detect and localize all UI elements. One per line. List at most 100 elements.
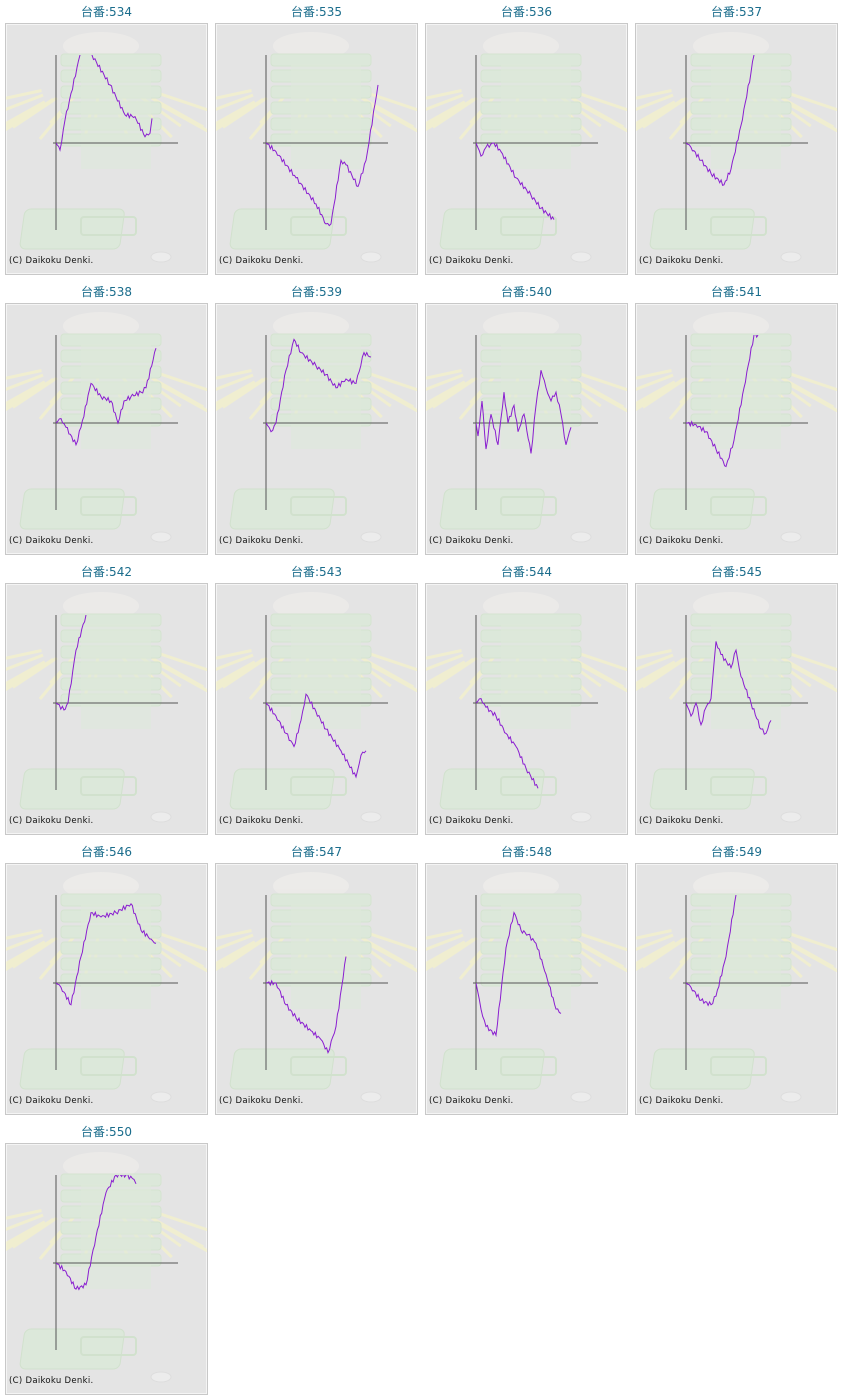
chart-title: 台番:535 — [291, 5, 342, 19]
chart-panel: 台番:547 (C) Daikoku Denki. — [215, 840, 418, 1115]
background-illustration — [636, 592, 837, 823]
background-illustration — [426, 592, 627, 823]
chart-panel: 台番:543 (C) Daikoku Denki. — [215, 560, 418, 835]
copyright-text: (C) Daikoku Denki. — [429, 1096, 514, 1106]
chart-card: (C) Daikoku Denki. — [425, 863, 628, 1115]
chart-title: 台番:544 — [501, 565, 552, 579]
chart-panel: 台番:544 (C) Daikoku Denki. — [425, 560, 628, 835]
chart-panel: 台番:539 (C) Daikoku Denki. — [215, 280, 418, 555]
series-line — [266, 956, 347, 1054]
background-illustration — [426, 32, 627, 263]
chart-card: (C) Daikoku Denki. — [635, 863, 838, 1115]
chart-card: (C) Daikoku Denki. — [5, 23, 208, 275]
chart-panel: 台番:534 (C) Daikoku Denki. — [5, 0, 208, 275]
chart-panel: 台番:541 (C) Daikoku Denki. — [635, 280, 838, 555]
chart-plot — [6, 592, 207, 823]
chart-plot — [636, 592, 837, 823]
copyright-text: (C) Daikoku Denki. — [219, 536, 304, 546]
chart-panel: 台番:537 (C) Daikoku Denki. — [635, 0, 838, 275]
series-line — [266, 84, 379, 227]
chart-card: (C) Daikoku Denki. — [635, 583, 838, 835]
chart-title: 台番:546 — [81, 845, 132, 859]
series-line — [56, 1175, 137, 1291]
chart-title: 台番:550 — [81, 1125, 132, 1139]
chart-card: (C) Daikoku Denki. — [5, 1143, 208, 1395]
chart-plot — [636, 872, 837, 1103]
chart-panel: 台番:540 (C) Daikoku Denki. — [425, 280, 628, 555]
chart-title: 台番:534 — [81, 5, 132, 19]
chart-plot — [426, 312, 627, 543]
copyright-text: (C) Daikoku Denki. — [9, 256, 94, 266]
chart-plot — [6, 1152, 207, 1383]
copyright-text: (C) Daikoku Denki. — [219, 1096, 304, 1106]
background-illustration — [636, 32, 837, 263]
series-line — [56, 615, 87, 711]
chart-title: 台番:538 — [81, 285, 132, 299]
chart-title: 台番:545 — [711, 565, 762, 579]
chart-plot — [636, 312, 837, 543]
copyright-text: (C) Daikoku Denki. — [429, 536, 514, 546]
chart-panel: 台番:535 (C) Daikoku Denki. — [215, 0, 418, 275]
chart-title: 台番:547 — [291, 845, 342, 859]
chart-plot — [216, 872, 417, 1103]
chart-plot — [216, 592, 417, 823]
chart-card: (C) Daikoku Denki. — [215, 863, 418, 1115]
chart-card: (C) Daikoku Denki. — [215, 583, 418, 835]
copyright-text: (C) Daikoku Denki. — [9, 816, 94, 826]
chart-plot — [6, 32, 207, 263]
chart-plot — [216, 312, 417, 543]
copyright-text: (C) Daikoku Denki. — [9, 1376, 94, 1386]
chart-panel: 台番:546 (C) Daikoku Denki. — [5, 840, 208, 1115]
series-line — [56, 348, 157, 447]
background-illustration — [216, 32, 417, 263]
background-illustration — [636, 872, 837, 1103]
series-line — [56, 902, 157, 1006]
chart-panel: 台番:538 (C) Daikoku Denki. — [5, 280, 208, 555]
chart-plot — [216, 32, 417, 263]
series-line — [266, 338, 372, 433]
copyright-text: (C) Daikoku Denki. — [9, 536, 94, 546]
chart-panel: 台番:542 (C) Daikoku Denki. — [5, 560, 208, 835]
chart-title: 台番:541 — [711, 285, 762, 299]
series-line — [476, 911, 562, 1038]
chart-plot — [426, 872, 627, 1103]
chart-plot — [6, 312, 207, 543]
background-illustration — [636, 312, 837, 543]
chart-plot — [426, 32, 627, 263]
chart-panel: 台番:536 (C) Daikoku Denki. — [425, 0, 628, 275]
background-illustration — [216, 312, 417, 543]
background-illustration — [6, 872, 207, 1103]
copyright-text: (C) Daikoku Denki. — [429, 256, 514, 266]
chart-card: (C) Daikoku Denki. — [425, 303, 628, 555]
chart-card: (C) Daikoku Denki. — [5, 303, 208, 555]
chart-title: 台番:536 — [501, 5, 552, 19]
chart-title: 台番:540 — [501, 285, 552, 299]
chart-card: (C) Daikoku Denki. — [215, 23, 418, 275]
series-line — [476, 698, 539, 789]
background-illustration — [6, 312, 207, 543]
background-illustration — [216, 872, 417, 1103]
chart-panel: 台番:545 (C) Daikoku Denki. — [635, 560, 838, 835]
chart-panel: 台番:550 (C) Daikoku Denki. — [5, 1120, 208, 1395]
chart-card: (C) Daikoku Denki. — [635, 303, 838, 555]
chart-title: 台番:539 — [291, 285, 342, 299]
chart-plot — [426, 592, 627, 823]
chart-title: 台番:548 — [501, 845, 552, 859]
chart-card: (C) Daikoku Denki. — [215, 303, 418, 555]
copyright-text: (C) Daikoku Denki. — [219, 816, 304, 826]
background-illustration — [6, 1152, 207, 1383]
series-line — [686, 895, 737, 1007]
copyright-text: (C) Daikoku Denki. — [639, 816, 724, 826]
series-line — [476, 370, 572, 454]
chart-plot — [636, 32, 837, 263]
copyright-text: (C) Daikoku Denki. — [639, 256, 724, 266]
chart-plot — [6, 872, 207, 1103]
series-line — [686, 335, 759, 468]
chart-card: (C) Daikoku Denki. — [425, 23, 628, 275]
background-illustration — [426, 872, 627, 1103]
series-line — [686, 641, 772, 735]
background-illustration — [426, 312, 627, 543]
series-line — [476, 142, 555, 221]
background-illustration — [6, 592, 207, 823]
series-line — [266, 693, 367, 779]
